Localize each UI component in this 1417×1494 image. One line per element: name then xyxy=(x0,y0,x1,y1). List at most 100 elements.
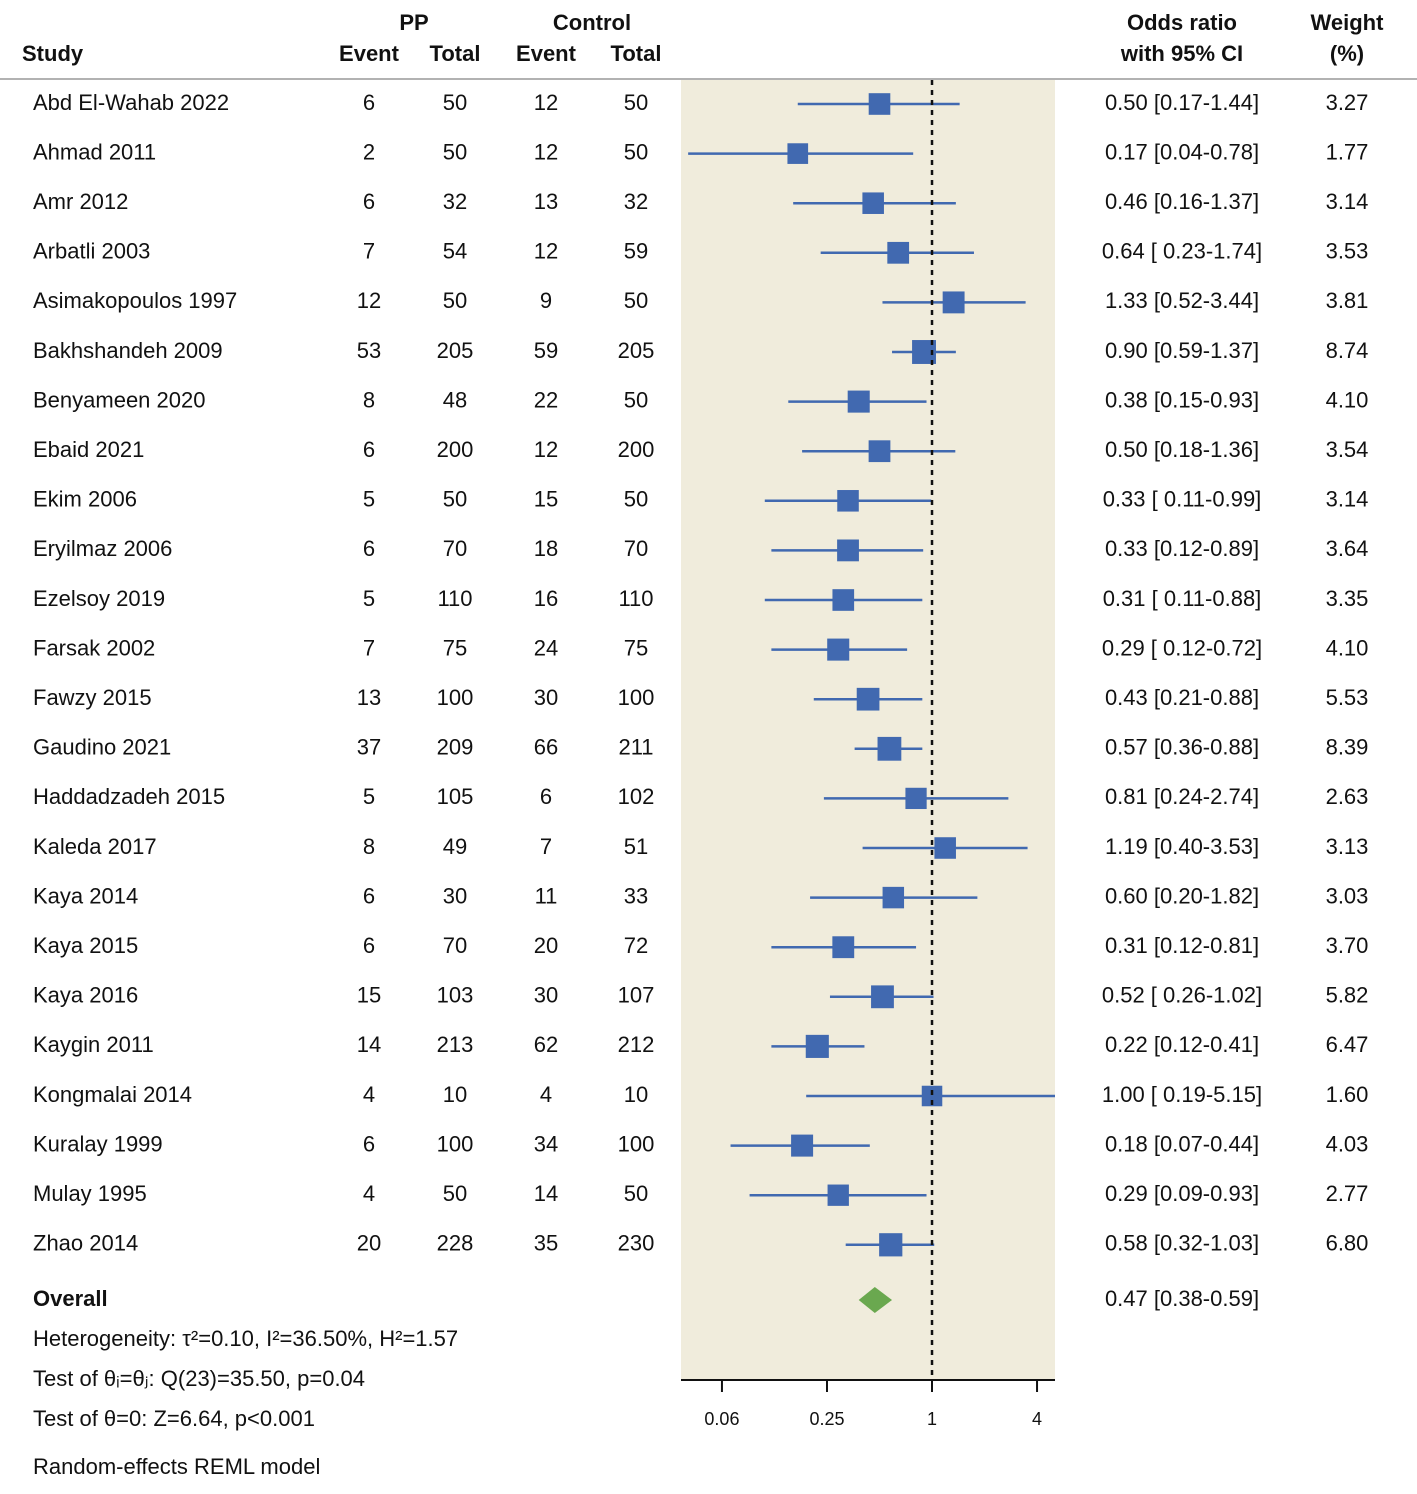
or-label: 1.33 [0.52-3.44] xyxy=(1105,288,1259,313)
control-total: 50 xyxy=(624,1181,648,1206)
pp-event: 5 xyxy=(363,586,375,611)
or-square xyxy=(837,539,859,562)
weight-label: 3.64 xyxy=(1326,536,1369,561)
study-name: Ebaid 2021 xyxy=(33,437,144,462)
study-name: Kuralay 1999 xyxy=(33,1131,163,1156)
control-total: 50 xyxy=(624,288,648,313)
control-total: 50 xyxy=(624,90,648,115)
control-total: 59 xyxy=(624,239,648,264)
control-total: 70 xyxy=(624,536,648,561)
study-name: Kaygin 2011 xyxy=(33,1032,154,1057)
or-label: 0.46 [0.16-1.37] xyxy=(1105,189,1259,214)
weight-label: 5.53 xyxy=(1326,685,1369,710)
or-square xyxy=(791,1134,814,1157)
or-square xyxy=(934,837,956,859)
or-square xyxy=(877,736,902,761)
study-name: Asimakopoulos 1997 xyxy=(33,288,237,313)
control-event: 66 xyxy=(534,735,558,760)
pp-event: 6 xyxy=(363,536,375,561)
pp-total: 10 xyxy=(443,1082,467,1107)
study-name: Kaya 2015 xyxy=(33,933,138,958)
pp-total: 49 xyxy=(443,834,467,859)
control-total: 10 xyxy=(624,1082,648,1107)
control-event: 20 xyxy=(534,933,558,958)
pp-event: 6 xyxy=(363,437,375,462)
control-total: 51 xyxy=(624,834,648,859)
pp-event: 13 xyxy=(357,685,381,710)
pp-event: 4 xyxy=(363,1181,375,1206)
control-total: 200 xyxy=(618,437,655,462)
control-total: 33 xyxy=(624,883,648,908)
pp-total: 100 xyxy=(437,685,474,710)
or-square xyxy=(905,787,927,810)
pp-event: 14 xyxy=(357,1032,381,1057)
or-label: 0.29 [0.09-0.93] xyxy=(1105,1181,1259,1206)
plot-area xyxy=(688,93,1055,1257)
or-label: 0.90 [0.59-1.37] xyxy=(1105,338,1259,363)
control-event: 7 xyxy=(540,834,552,859)
pp-total: 228 xyxy=(437,1231,474,1256)
or-label: 0.64 [ 0.23-1.74] xyxy=(1102,239,1262,264)
weight-label: 6.80 xyxy=(1326,1231,1369,1256)
note: Test of θ=0: Z=6.64, p<0.001 xyxy=(33,1406,315,1431)
weight-label: 3.35 xyxy=(1326,586,1369,611)
control-event: 59 xyxy=(534,338,558,363)
study-name: Amr 2012 xyxy=(33,189,128,214)
weight-label: 4.03 xyxy=(1326,1131,1369,1156)
control-total: 102 xyxy=(618,784,655,809)
header-total: Total xyxy=(430,41,481,66)
weight-label: 2.77 xyxy=(1326,1181,1369,1206)
or-label: 0.60 [0.20-1.82] xyxy=(1105,883,1259,908)
control-total: 72 xyxy=(624,933,648,958)
control-total: 107 xyxy=(618,983,655,1008)
header-event: Event xyxy=(516,41,577,66)
control-event: 16 xyxy=(534,586,558,611)
control-total: 211 xyxy=(618,735,653,760)
control-event: 15 xyxy=(534,487,558,512)
header-total: Total xyxy=(611,41,662,66)
or-label: 0.50 [0.18-1.36] xyxy=(1105,437,1259,462)
control-event: 30 xyxy=(534,685,558,710)
or-label: 0.17 [0.04-0.78] xyxy=(1105,139,1259,164)
or-label: 1.00 [ 0.19-5.15] xyxy=(1102,1082,1262,1107)
pp-event: 7 xyxy=(363,239,375,264)
weight-label: 3.70 xyxy=(1326,933,1369,958)
pp-total: 200 xyxy=(437,437,474,462)
or-square xyxy=(921,1085,943,1107)
pp-total: 32 xyxy=(443,189,467,214)
or-label: 0.18 [0.07-0.44] xyxy=(1105,1131,1259,1156)
weight-label: 3.14 xyxy=(1326,189,1369,214)
weight-label: 3.14 xyxy=(1326,487,1369,512)
or-label: 0.43 [0.21-0.88] xyxy=(1105,685,1259,710)
header-event: Event xyxy=(339,41,400,66)
or-label: 1.19 [0.40-3.53] xyxy=(1105,834,1259,859)
pp-total: 70 xyxy=(443,536,467,561)
study-name: Kaya 2016 xyxy=(33,983,138,1008)
weight-label: 3.81 xyxy=(1326,288,1369,313)
control-event: 24 xyxy=(534,635,558,660)
weight-label: 3.03 xyxy=(1326,883,1369,908)
weight-label: 3.13 xyxy=(1326,834,1369,859)
pp-total: 205 xyxy=(437,338,474,363)
or-label: 0.33 [0.12-0.89] xyxy=(1105,536,1259,561)
or-label: 0.33 [ 0.11-0.99] xyxy=(1103,487,1262,512)
control-event: 11 xyxy=(535,883,558,908)
or-square xyxy=(847,390,870,413)
control-event: 14 xyxy=(534,1181,558,1206)
pp-total: 30 xyxy=(443,883,467,908)
pp-event: 20 xyxy=(357,1231,381,1256)
weight-label: 1.77 xyxy=(1326,139,1369,164)
study-name: Benyameen 2020 xyxy=(33,387,205,412)
or-square xyxy=(787,143,809,164)
or-label: 0.50 [0.17-1.44] xyxy=(1105,90,1259,115)
header-weight-unit: (%) xyxy=(1330,41,1364,66)
pp-event: 5 xyxy=(363,784,375,809)
study-name: Arbatli 2003 xyxy=(33,239,150,264)
overall-or-label: 0.47 [0.38-0.59] xyxy=(1105,1286,1259,1311)
control-event: 12 xyxy=(534,139,558,164)
weight-label: 8.39 xyxy=(1326,735,1369,760)
pp-total: 103 xyxy=(437,983,474,1008)
control-total: 100 xyxy=(618,1131,655,1156)
pp-total: 213 xyxy=(437,1032,474,1057)
pp-total: 50 xyxy=(443,487,467,512)
